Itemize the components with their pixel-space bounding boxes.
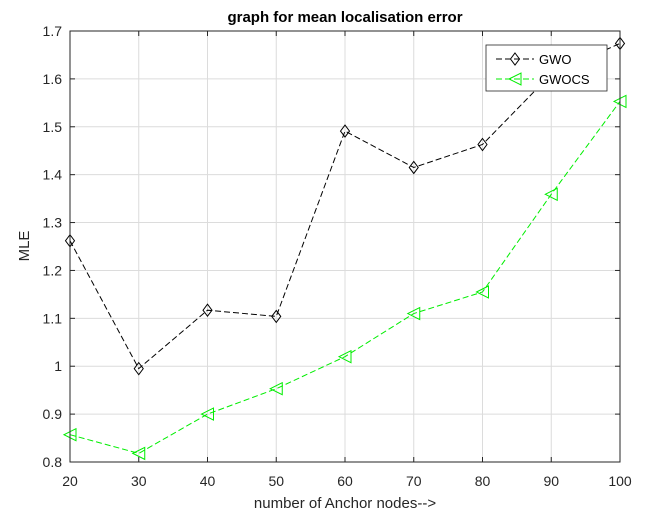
data-point-gwo-70	[408, 160, 419, 175]
legend-label-gwocs: GWOCS	[539, 72, 590, 87]
data-point-gwocs-60	[337, 349, 352, 364]
x-tick-label-40: 40	[200, 473, 216, 489]
axis-ticks: 20 30 40 50 60 70 80 90 100 0.8 0.9 1 1.1 1.2 1.3 1.4 1.…	[43, 23, 632, 489]
data-point-gwocs-50	[269, 381, 283, 396]
legend-marker-gwo	[509, 52, 521, 66]
y-tick-label-1.1: 1.1	[43, 310, 63, 326]
data-point-gwo-60	[339, 124, 351, 138]
y-tick-label-0.9: 0.9	[43, 406, 63, 422]
y-tick-label-1.4: 1.4	[43, 167, 63, 183]
data-point-gwo-50	[271, 309, 282, 324]
data-point-gwocs-30	[131, 446, 146, 461]
series-line-gwo	[69, 42, 621, 370]
data-point-gwocs-70	[406, 306, 421, 321]
x-tick-label-30: 30	[131, 473, 147, 489]
data-point-gwocs-90	[544, 187, 558, 202]
data-point-gwocs-40	[200, 407, 214, 421]
y-tick-label-1: 1	[54, 358, 62, 374]
y-tick-label-1.2: 1.2	[43, 262, 63, 278]
legend: GWO GWOCS	[485, 44, 608, 92]
x-tick-label-70: 70	[406, 473, 422, 489]
x-tick-label-80: 80	[475, 473, 491, 489]
series-group	[62, 36, 627, 461]
x-axis-label: number of Anchor nodes-->	[254, 495, 436, 512]
y-tick-label-1.7: 1.7	[43, 23, 63, 39]
data-point-gwo-40	[202, 303, 213, 318]
x-tick-label-100: 100	[608, 473, 632, 489]
y-tick-label-1.5: 1.5	[43, 119, 63, 135]
x-tick-label-90: 90	[543, 473, 559, 489]
data-point-gwo-80	[477, 137, 488, 152]
series-line-gwocs	[69, 101, 621, 454]
x-tick-label-20: 20	[62, 473, 78, 489]
legend-marker-gwocs	[507, 72, 522, 86]
chart-title: graph for mean localisation error	[227, 9, 462, 26]
y-tick-label-0.8: 0.8	[43, 454, 63, 470]
x-tick-label-50: 50	[268, 473, 284, 489]
data-point-gwo-30	[133, 361, 144, 376]
y-tick-label-1.6: 1.6	[43, 71, 63, 87]
y-axis-label: MLE	[16, 231, 33, 262]
x-tick-label-60: 60	[337, 473, 353, 489]
legend-box	[485, 44, 608, 92]
y-tick-label-1.3: 1.3	[43, 215, 63, 231]
data-point-gwocs-80	[475, 285, 489, 299]
legend-label-gwo: GWO	[539, 52, 572, 67]
